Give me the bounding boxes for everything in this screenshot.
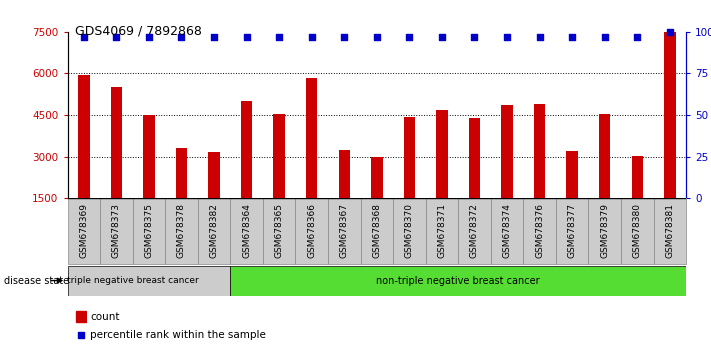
- Bar: [426, 198, 458, 264]
- Bar: [458, 198, 491, 264]
- Bar: [491, 198, 523, 264]
- Bar: [76, 311, 86, 322]
- Text: triple negative breast cancer: triple negative breast cancer: [67, 276, 198, 285]
- Point: [631, 34, 643, 40]
- Text: GSM678381: GSM678381: [665, 204, 674, 258]
- Text: GSM678365: GSM678365: [274, 204, 284, 258]
- Point: [274, 34, 285, 40]
- Text: GSM678374: GSM678374: [503, 204, 511, 258]
- Bar: [165, 198, 198, 264]
- Bar: [133, 198, 165, 264]
- Text: GDS4069 / 7892868: GDS4069 / 7892868: [75, 25, 201, 38]
- Text: disease state: disease state: [4, 275, 69, 286]
- Bar: [469, 118, 480, 240]
- Bar: [230, 266, 686, 296]
- Point: [176, 34, 187, 40]
- Bar: [143, 115, 154, 240]
- Bar: [664, 32, 675, 240]
- Text: GSM678364: GSM678364: [242, 204, 251, 258]
- Bar: [338, 150, 350, 240]
- Bar: [328, 198, 360, 264]
- Text: GSM678376: GSM678376: [535, 204, 544, 258]
- Text: GSM678370: GSM678370: [405, 204, 414, 258]
- Point: [437, 34, 448, 40]
- Bar: [534, 104, 545, 240]
- Text: GSM678377: GSM678377: [567, 204, 577, 258]
- Point: [241, 34, 252, 40]
- Point: [75, 332, 87, 337]
- Bar: [274, 114, 285, 240]
- Text: GSM678369: GSM678369: [80, 204, 88, 258]
- Text: GSM678366: GSM678366: [307, 204, 316, 258]
- Text: GSM678379: GSM678379: [600, 204, 609, 258]
- Point: [143, 34, 154, 40]
- Text: GSM678368: GSM678368: [373, 204, 381, 258]
- Point: [664, 29, 675, 35]
- Bar: [523, 198, 556, 264]
- Bar: [653, 198, 686, 264]
- Bar: [437, 109, 448, 240]
- Point: [306, 34, 317, 40]
- Bar: [263, 198, 296, 264]
- Text: GSM678371: GSM678371: [437, 204, 447, 258]
- Bar: [556, 198, 589, 264]
- Text: percentile rank within the sample: percentile rank within the sample: [90, 330, 266, 339]
- Point: [111, 34, 122, 40]
- Point: [599, 34, 611, 40]
- Bar: [296, 198, 328, 264]
- Bar: [360, 198, 393, 264]
- Point: [338, 34, 350, 40]
- Bar: [68, 198, 100, 264]
- Bar: [393, 198, 426, 264]
- Point: [404, 34, 415, 40]
- Text: GSM678380: GSM678380: [633, 204, 642, 258]
- Bar: [567, 151, 578, 240]
- Point: [501, 34, 513, 40]
- Bar: [208, 152, 220, 240]
- Text: GSM678373: GSM678373: [112, 204, 121, 258]
- Point: [371, 34, 383, 40]
- Bar: [241, 101, 252, 240]
- Text: GSM678367: GSM678367: [340, 204, 349, 258]
- Text: non-triple negative breast cancer: non-triple negative breast cancer: [376, 275, 540, 286]
- Point: [534, 34, 545, 40]
- Bar: [404, 117, 415, 240]
- Bar: [621, 198, 653, 264]
- Bar: [371, 157, 383, 240]
- Bar: [306, 78, 317, 240]
- Text: GSM678372: GSM678372: [470, 204, 479, 258]
- Bar: [111, 87, 122, 240]
- Point: [208, 34, 220, 40]
- Bar: [68, 266, 230, 296]
- Text: GSM678375: GSM678375: [144, 204, 154, 258]
- Bar: [589, 198, 621, 264]
- Point: [469, 34, 480, 40]
- Bar: [501, 105, 513, 240]
- Text: GSM678382: GSM678382: [210, 204, 218, 258]
- Bar: [100, 198, 133, 264]
- Point: [78, 34, 90, 40]
- Point: [567, 34, 578, 40]
- Bar: [599, 114, 611, 240]
- Text: GSM678378: GSM678378: [177, 204, 186, 258]
- Bar: [176, 148, 187, 240]
- Bar: [230, 198, 263, 264]
- Text: count: count: [90, 312, 119, 322]
- Bar: [78, 75, 90, 240]
- Bar: [631, 156, 643, 240]
- Bar: [198, 198, 230, 264]
